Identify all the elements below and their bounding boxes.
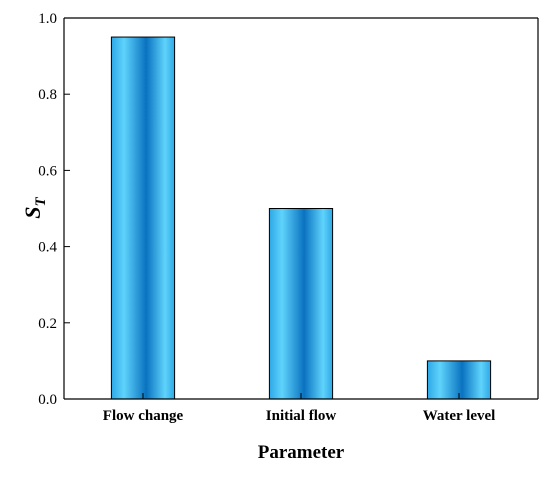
y-ticks-group: 0.0 0.2 0.4 0.6 0.8 1.0 bbox=[38, 11, 70, 408]
y-tick-label: 0.2 bbox=[38, 316, 57, 332]
bar-water-level bbox=[426, 360, 492, 400]
bars-group bbox=[110, 36, 492, 400]
x-tick-label: Flow change bbox=[103, 408, 184, 424]
y-axis-title: ST bbox=[20, 196, 49, 218]
x-tick-label: Water level bbox=[423, 408, 496, 424]
y-tick-label: 0.4 bbox=[38, 240, 57, 256]
y-axis-title-subscript: T bbox=[33, 196, 49, 206]
y-tick-label: 0.8 bbox=[38, 87, 57, 103]
x-tick-label: Initial flow bbox=[266, 408, 337, 424]
y-axis-title-main: S bbox=[20, 206, 45, 218]
bar-flow-change bbox=[110, 36, 176, 400]
x-axis-title: Parameter bbox=[258, 442, 345, 463]
y-tick-label: 1.0 bbox=[38, 11, 57, 27]
y-tick-label: 0.6 bbox=[38, 163, 57, 179]
bar-initial-flow bbox=[268, 208, 334, 400]
x-ticks-group: Flow change Initial flow Water level bbox=[103, 393, 496, 424]
y-tick-label: 0.0 bbox=[38, 392, 57, 408]
